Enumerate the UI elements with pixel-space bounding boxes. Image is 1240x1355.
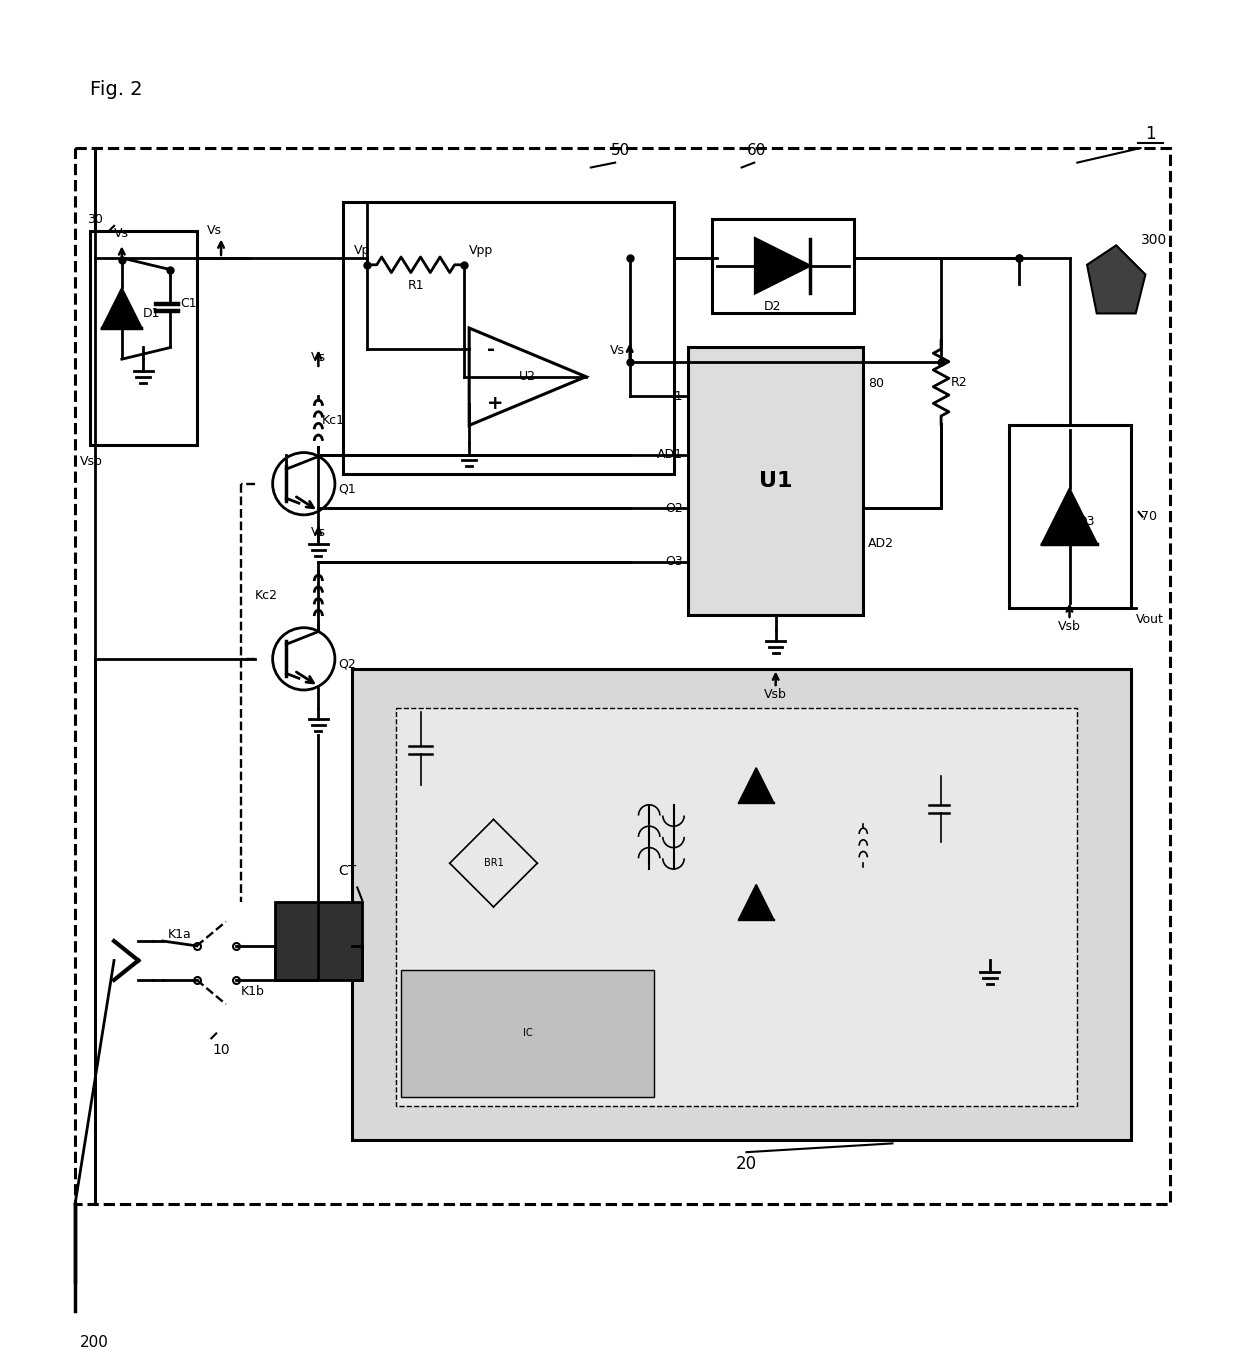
Text: Vout: Vout: [1136, 612, 1163, 626]
Text: O3: O3: [666, 556, 683, 568]
Bar: [688, 347, 863, 615]
Text: Vp: Vp: [353, 244, 371, 257]
Text: D3: D3: [1078, 515, 1095, 528]
Text: I1: I1: [672, 390, 683, 402]
Text: Kc2: Kc2: [255, 589, 278, 602]
Bar: [352, 668, 1131, 1141]
Text: 20: 20: [735, 1154, 758, 1173]
Text: K1b: K1b: [241, 985, 264, 999]
Text: 60: 60: [746, 142, 766, 157]
Text: AD1: AD1: [657, 449, 683, 461]
Text: U1: U1: [759, 470, 792, 491]
Text: Vsb: Vsb: [764, 688, 787, 701]
Text: Vs: Vs: [610, 344, 625, 358]
Text: Vs: Vs: [311, 351, 326, 364]
Text: Vpp: Vpp: [469, 244, 494, 257]
Text: C1: C1: [180, 297, 197, 310]
Text: 80: 80: [868, 377, 884, 390]
Text: -: -: [486, 340, 495, 359]
Text: Vs: Vs: [207, 224, 222, 237]
Text: Fig. 2: Fig. 2: [89, 80, 143, 99]
Polygon shape: [274, 902, 362, 980]
Bar: [1009, 425, 1131, 608]
Text: Q2: Q2: [337, 657, 356, 671]
Polygon shape: [739, 885, 774, 920]
Polygon shape: [739, 768, 774, 804]
Text: O2: O2: [666, 501, 683, 515]
Text: 70: 70: [1141, 511, 1157, 523]
Text: Q1: Q1: [337, 482, 356, 495]
Text: +: +: [486, 394, 503, 413]
Text: R1: R1: [408, 279, 424, 293]
Text: D2: D2: [764, 299, 781, 313]
Text: Vs: Vs: [311, 526, 326, 539]
Text: 10: 10: [212, 1043, 229, 1057]
Text: R2: R2: [951, 377, 967, 389]
Text: Vsb: Vsb: [1058, 621, 1081, 633]
Polygon shape: [1087, 245, 1146, 313]
Bar: [713, 220, 853, 313]
Text: Kc1: Kc1: [321, 415, 345, 427]
Polygon shape: [103, 289, 141, 328]
Text: K1a: K1a: [169, 928, 192, 940]
Polygon shape: [1043, 489, 1096, 545]
Bar: [342, 202, 673, 474]
Text: AD2: AD2: [868, 537, 894, 550]
Text: 1: 1: [1145, 125, 1156, 144]
Text: Vsb: Vsb: [81, 454, 103, 467]
Text: BR1: BR1: [484, 858, 503, 869]
Text: D1: D1: [144, 308, 161, 320]
Text: IC: IC: [523, 1028, 532, 1038]
Bar: [401, 970, 653, 1096]
Bar: [397, 707, 1078, 1107]
Text: CT: CT: [337, 863, 356, 878]
Text: 300: 300: [1141, 233, 1167, 248]
Polygon shape: [755, 238, 810, 293]
Text: U2: U2: [520, 370, 536, 383]
Text: Vs: Vs: [114, 228, 129, 240]
Text: 30: 30: [87, 213, 103, 226]
Text: 200: 200: [81, 1335, 109, 1350]
Text: 50: 50: [610, 142, 630, 157]
